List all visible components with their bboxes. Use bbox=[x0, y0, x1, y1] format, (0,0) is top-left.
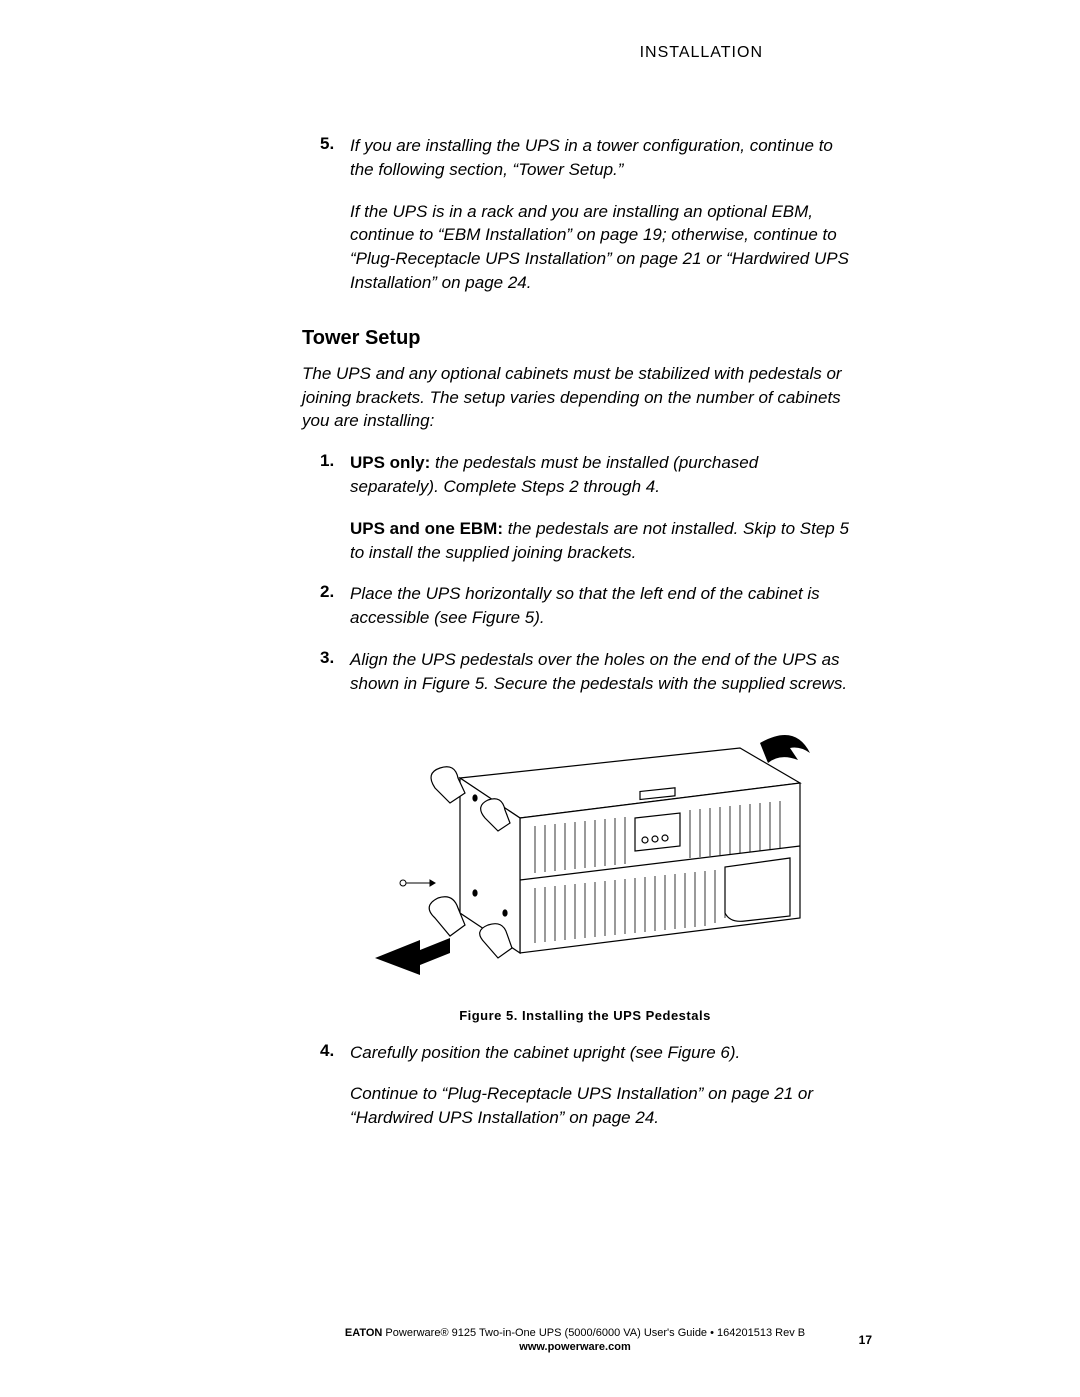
document-page: INSTALLATION 5. If you are installing th… bbox=[0, 0, 1080, 1397]
tower-setup-intro: The UPS and any optional cabinets must b… bbox=[302, 362, 850, 433]
step-text: UPS only: the pedestals must be installe… bbox=[350, 451, 850, 499]
step-text: Place the UPS horizontally so that the l… bbox=[350, 582, 850, 630]
step-2: 2. Place the UPS horizontally so that th… bbox=[320, 582, 850, 630]
figure-5: Figure 5. Installing the UPS Pedestals bbox=[320, 718, 850, 1023]
step-number: 4. bbox=[320, 1041, 350, 1065]
footer-url: www.powerware.com bbox=[270, 1341, 880, 1353]
page-number: 17 bbox=[859, 1333, 872, 1347]
footer-product: Powerware® 9125 Two-in-One UPS (5000/600… bbox=[382, 1327, 710, 1339]
step-number: 5. bbox=[320, 134, 350, 182]
step-number: 1. bbox=[320, 451, 350, 499]
step-number: 3. bbox=[320, 648, 350, 696]
step-4-sub: Continue to “Plug-Receptacle UPS Install… bbox=[350, 1082, 850, 1130]
ups-pedestal-diagram bbox=[350, 718, 820, 998]
ups-ebm-label: UPS and one EBM: bbox=[350, 519, 503, 538]
figure-caption: Figure 5. Installing the UPS Pedestals bbox=[320, 1008, 850, 1023]
step-text: If you are installing the UPS in a tower… bbox=[350, 134, 850, 182]
footer-rev: 164201513 Rev B bbox=[717, 1327, 805, 1339]
footer-line-1: EATON Powerware® 9125 Two-in-One UPS (50… bbox=[270, 1327, 880, 1339]
step-text: Align the UPS pedestals over the holes o… bbox=[350, 648, 850, 696]
step-1: 1. UPS only: the pedestals must be insta… bbox=[320, 451, 850, 499]
tower-setup-heading: Tower Setup bbox=[302, 327, 850, 350]
step-5-sub: If the UPS is in a rack and you are inst… bbox=[350, 200, 850, 295]
step-4: 4. Carefully position the cabinet uprigh… bbox=[320, 1041, 850, 1065]
section-label: INSTALLATION bbox=[640, 44, 763, 61]
step-number: 2. bbox=[320, 582, 350, 630]
main-content: 5. If you are installing the UPS in a to… bbox=[320, 134, 850, 1130]
footer-brand: EATON bbox=[345, 1327, 383, 1339]
step-1-sub: UPS and one EBM: the pedestals are not i… bbox=[350, 517, 850, 565]
footer-bullet: • bbox=[710, 1327, 717, 1339]
ups-only-label: UPS only: bbox=[350, 453, 430, 472]
page-footer: EATON Powerware® 9125 Two-in-One UPS (50… bbox=[270, 1327, 880, 1353]
step-text: Carefully position the cabinet upright (… bbox=[350, 1041, 850, 1065]
step-3: 3. Align the UPS pedestals over the hole… bbox=[320, 648, 850, 696]
step-5: 5. If you are installing the UPS in a to… bbox=[320, 134, 850, 182]
page-header: INSTALLATION bbox=[320, 44, 880, 62]
